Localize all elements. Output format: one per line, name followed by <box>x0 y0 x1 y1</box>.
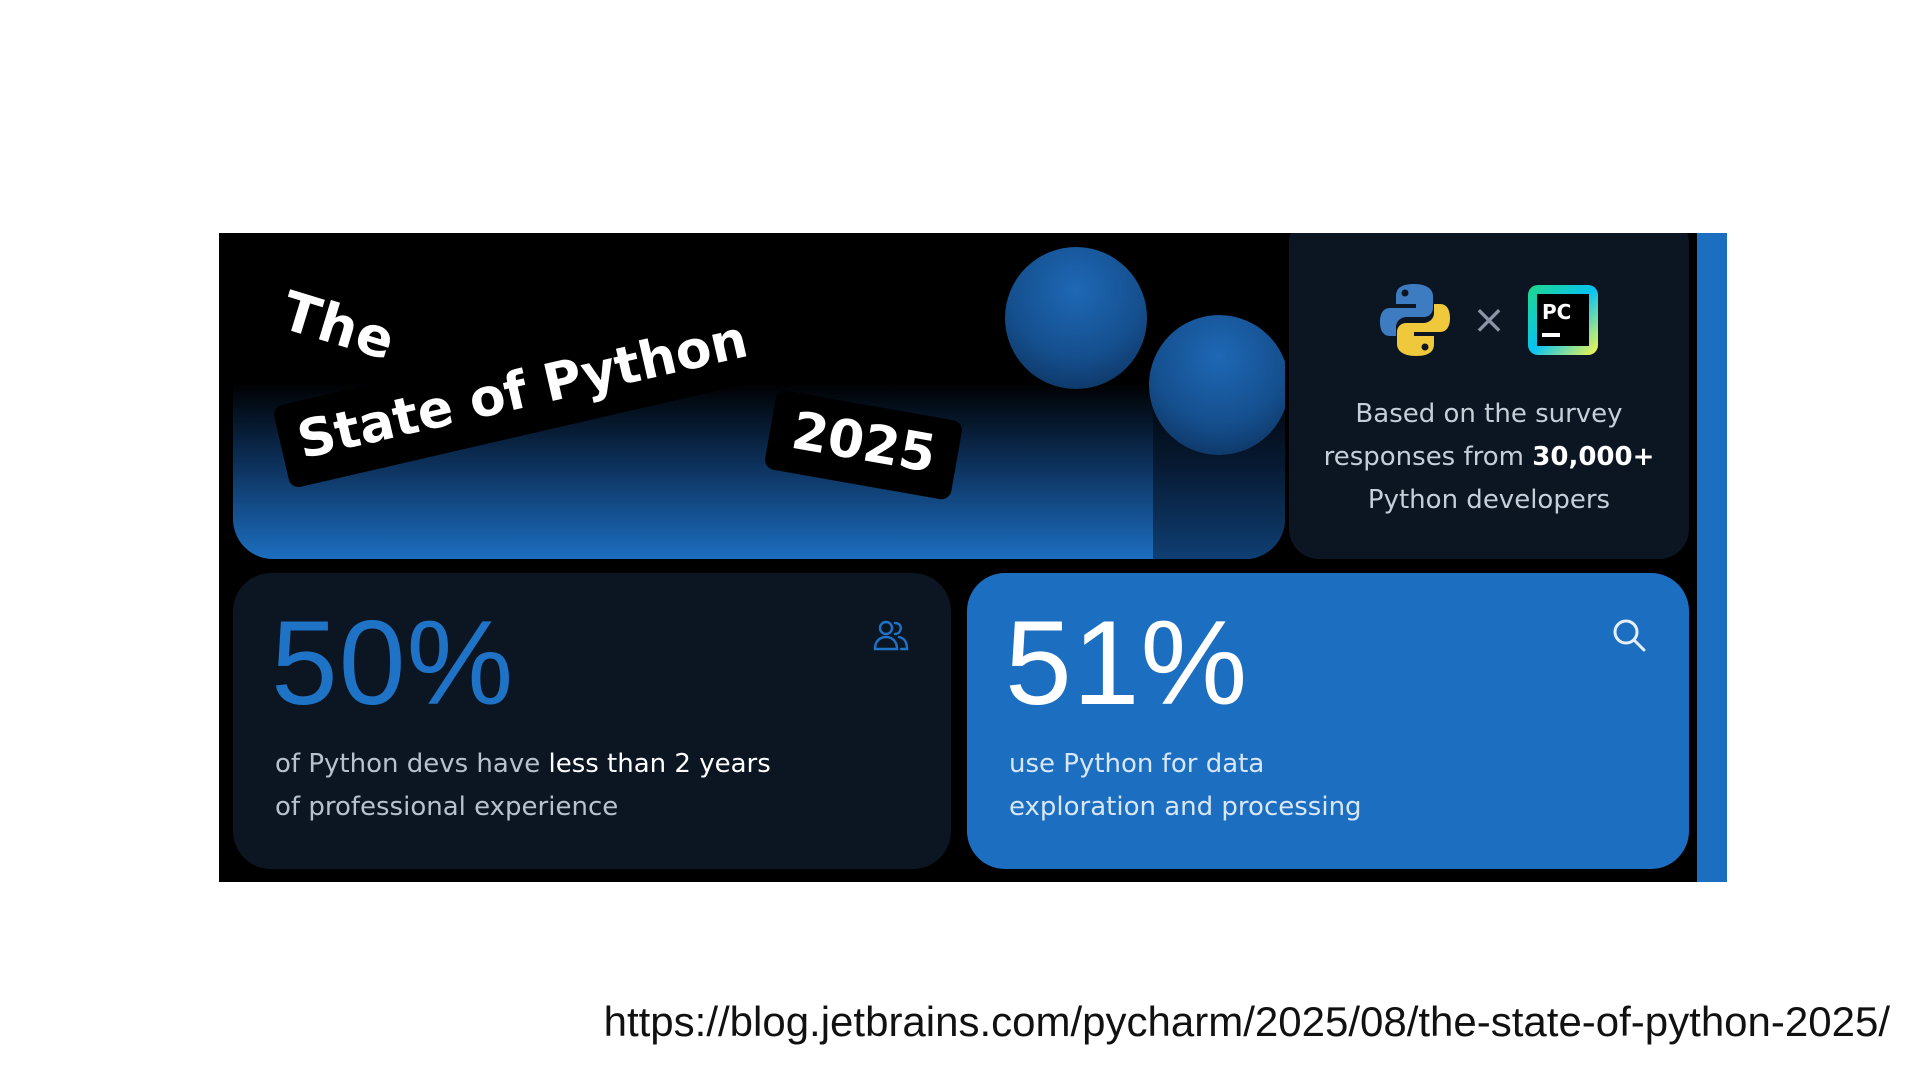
survey-text-post: Python developers <box>1367 485 1611 515</box>
title-panel: The State of Python 2025 <box>233 233 1285 559</box>
stat-card-experience: 50% of Python devs have less than 2 year… <box>233 573 951 869</box>
survey-text-pre: Based on the survey responses from <box>1323 399 1623 472</box>
decor-sphere <box>1149 315 1285 455</box>
edge-stripe <box>1697 233 1727 882</box>
stat-caption: of Python devs have less than 2 years of… <box>275 743 771 829</box>
stat-caption-post: of professional experience <box>275 792 619 822</box>
python-logo-icon <box>1380 284 1451 356</box>
stat-value: 51% <box>1005 596 1249 730</box>
survey-count: 30,000+ <box>1532 442 1655 472</box>
logo-row: × PC <box>1289 275 1689 365</box>
stat-card-data-exploration: 51% use Python for data exploration and … <box>967 573 1689 869</box>
source-url: https://blog.jetbrains.com/pycharm/2025/… <box>603 998 1890 1045</box>
times-icon: × <box>1472 297 1506 343</box>
survey-banner-image: The State of Python 2025 × <box>219 233 1727 882</box>
pycharm-logo-text: PC <box>1542 300 1571 324</box>
stat-caption-pre: of Python devs have <box>275 749 549 779</box>
people-icon <box>873 620 909 651</box>
survey-description: Based on the survey responses from 30,00… <box>1289 393 1689 522</box>
search-icon <box>1613 619 1646 652</box>
survey-panel: × PC Based on the survey response <box>1289 233 1689 559</box>
stat-caption-highlight: less than 2 years <box>548 749 771 779</box>
title-the: The <box>274 279 403 373</box>
decor-sphere <box>1005 247 1147 389</box>
stat-caption: use Python for data exploration and proc… <box>1009 749 1362 822</box>
stat-value: 50% <box>271 596 515 730</box>
pycharm-logo-icon: PC <box>1527 285 1598 355</box>
